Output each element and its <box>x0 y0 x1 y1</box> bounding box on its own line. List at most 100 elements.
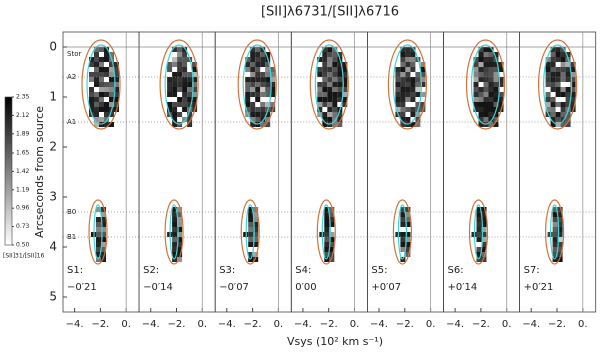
image-pixel <box>560 102 566 107</box>
image-pixel <box>405 252 411 257</box>
image-pixel <box>481 212 487 217</box>
y-tick-label: 2 <box>49 140 57 154</box>
y-tick-label: 5 <box>49 290 57 304</box>
image-pixel <box>248 207 254 212</box>
image-pixel <box>109 82 114 87</box>
contour-orange <box>237 39 277 130</box>
image-pixel <box>101 252 106 257</box>
contour-orange <box>544 199 565 265</box>
contour-cyan <box>314 44 344 125</box>
image-pixel <box>483 47 489 52</box>
image-pixel <box>322 82 328 87</box>
y-tick-label: 1 <box>49 90 57 104</box>
contour-cyan <box>470 44 501 125</box>
panel-offset: +0′14 <box>448 282 478 293</box>
x-tick-label: 0. <box>350 319 360 330</box>
image-pixel <box>104 107 109 112</box>
image-pixel <box>177 97 183 102</box>
image-pixel <box>99 102 104 107</box>
image-pixel <box>89 72 94 77</box>
image-pixel <box>550 87 556 92</box>
image-pixel <box>260 87 266 92</box>
image-pixel <box>182 62 188 67</box>
image-pixel <box>109 72 114 77</box>
image-pixel <box>400 217 406 222</box>
image-pixel <box>332 52 338 57</box>
contour-orange <box>316 199 336 265</box>
image-pixel <box>96 217 101 222</box>
image-pixel <box>405 62 411 67</box>
image-pixel <box>270 72 276 77</box>
image-pixel <box>400 102 406 107</box>
image-pixel <box>557 252 563 257</box>
image-pixel <box>260 57 266 62</box>
image-pixel <box>400 257 406 262</box>
image-pixel <box>245 87 251 92</box>
image-pixel <box>395 107 401 112</box>
image-pixel <box>182 82 188 87</box>
image-pixel <box>570 97 576 102</box>
image-pixel <box>114 72 119 77</box>
image-pixel <box>473 77 479 82</box>
image-pixel <box>342 92 348 97</box>
image-pixel <box>473 87 479 92</box>
image-pixel <box>253 257 259 262</box>
colorbar-label: [SII]31/[SII]16 <box>3 253 45 260</box>
image-pixel <box>96 237 101 242</box>
panel-name: S2: <box>143 265 159 276</box>
image-pixel <box>250 47 256 52</box>
image-pixel <box>415 82 421 87</box>
colorbar-tick-label: 1.65 <box>16 150 30 157</box>
image-pixel <box>415 122 421 127</box>
image-pixel <box>478 47 484 52</box>
image-pixel <box>483 57 489 62</box>
image-pixel <box>109 102 114 107</box>
image-pixel <box>260 82 266 87</box>
image-pixel <box>329 217 335 222</box>
image-pixel <box>255 67 261 72</box>
image-pixel <box>552 232 558 237</box>
image-pixel <box>327 57 333 62</box>
image-pixel <box>545 67 551 72</box>
image-pixel <box>248 212 254 217</box>
image-pixel <box>250 107 256 112</box>
image-pixel <box>473 107 479 112</box>
image-pixel <box>473 92 479 97</box>
image-pixel <box>488 57 494 62</box>
image-pixel <box>545 82 551 87</box>
image-pixel <box>557 247 563 252</box>
image-pixel <box>555 92 561 97</box>
image-pixel <box>101 217 106 222</box>
image-pixel <box>177 232 183 237</box>
x-tick-label: −2. <box>244 319 262 330</box>
image-pixel <box>342 87 348 92</box>
image-pixel <box>177 247 183 252</box>
image-pixel <box>255 107 261 112</box>
image-pixel <box>498 67 504 72</box>
image-pixel <box>483 117 489 122</box>
image-pixel <box>89 57 94 62</box>
image-pixel <box>332 67 338 72</box>
image-pixel <box>255 112 261 117</box>
image-pixel <box>114 82 119 87</box>
image-pixel <box>270 77 276 82</box>
x-tick-label: 0. <box>502 319 512 330</box>
image-pixel <box>400 242 406 247</box>
image-pixel <box>167 107 173 112</box>
image-pixel <box>172 217 178 222</box>
image-pixel <box>324 247 330 252</box>
image-pixel <box>565 92 571 97</box>
image-pixel <box>327 77 333 82</box>
panel-name: S1: <box>67 265 83 276</box>
image-pixel <box>570 87 576 92</box>
image-pixel <box>248 217 254 222</box>
image-pixel <box>255 77 261 82</box>
image-pixel <box>555 77 561 82</box>
image-pixel <box>342 72 348 77</box>
contour-cyan <box>392 44 422 125</box>
image-pixel <box>317 82 323 87</box>
image-pixel <box>395 102 401 107</box>
image-pixel <box>177 82 183 87</box>
panel-name: S4: <box>295 265 311 276</box>
x-tick-label: −4. <box>218 319 236 330</box>
